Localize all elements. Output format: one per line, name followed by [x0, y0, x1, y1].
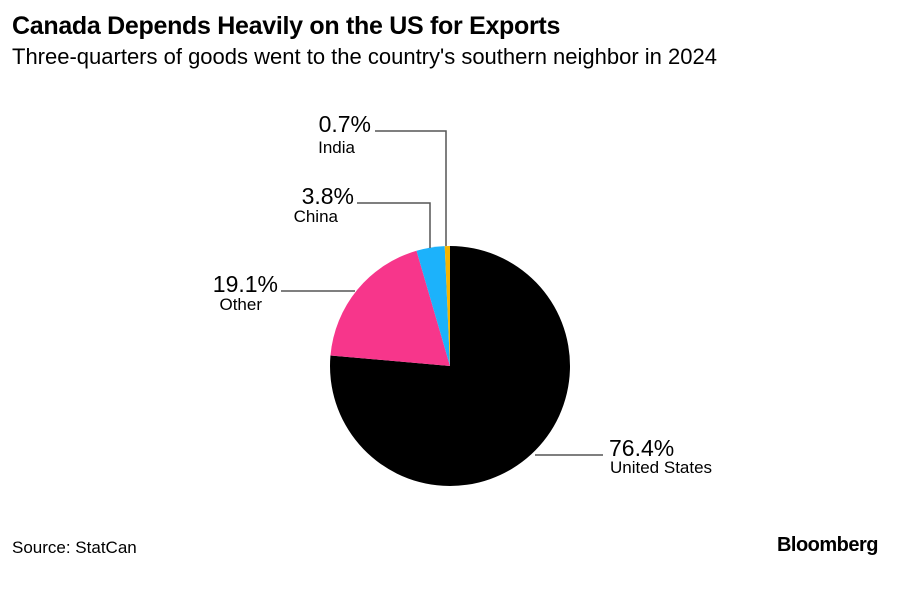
leader-line-china — [357, 202, 431, 248]
value-label-united-states: 76.4% — [609, 435, 674, 461]
pie-slice-other — [330, 250, 450, 366]
value-label-other: 19.1% — [213, 271, 278, 297]
chart-title: Canada Depends Heavily on the US for Exp… — [12, 12, 561, 40]
pie-slice-china — [416, 246, 450, 366]
bloomberg-logo: Bloomberg — [776, 534, 879, 556]
value-label-india: 0.7% — [319, 111, 371, 137]
leader-line-india — [375, 130, 447, 246]
category-label-india: India — [318, 138, 355, 157]
chart-subtitle: Three-quarters of goods went to the coun… — [12, 44, 717, 69]
pie-slice-united-states — [330, 246, 570, 486]
category-label-united-states: United States — [610, 458, 712, 477]
category-label-china: China — [294, 207, 339, 226]
category-label-other: Other — [219, 295, 262, 314]
source-note: Source: StatCan — [12, 538, 137, 557]
value-label-china: 3.8% — [302, 183, 354, 209]
pie-slice-india — [444, 246, 450, 366]
